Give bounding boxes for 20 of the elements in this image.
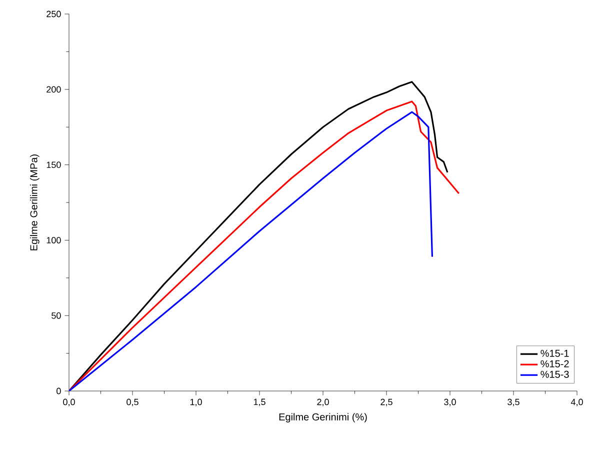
x-axis-title: Egilme Gerinimi (%) <box>279 413 367 422</box>
x-tick-label: 0,0 <box>63 398 75 406</box>
legend-label: %15-1 <box>540 350 569 357</box>
y-tick-label: 50 <box>52 312 61 319</box>
x-tick-label: 1,5 <box>254 398 266 406</box>
y-axis-title: Egilme Gerilimi (MPa) <box>30 154 40 250</box>
x-tick-label: 2,0 <box>317 398 329 406</box>
y-tick-label: 0 <box>56 388 61 394</box>
x-tick-label: 4,0 <box>570 398 583 406</box>
x-tick-label: 3,5 <box>508 398 520 406</box>
legend-label: %15-2 <box>540 360 569 368</box>
y-tick-label: 250 <box>46 10 61 18</box>
x-tick-label: 0,5 <box>126 398 138 406</box>
y-tick-label: 100 <box>46 237 61 244</box>
x-tick-label: 2,5 <box>380 398 392 406</box>
x-tick-label: 1,0 <box>190 398 202 406</box>
y-tick-label: 150 <box>46 162 61 168</box>
legend-label: %15-3 <box>540 370 569 378</box>
y-tick-label: 200 <box>46 86 61 93</box>
x-tick-label: 3,0 <box>444 398 456 406</box>
